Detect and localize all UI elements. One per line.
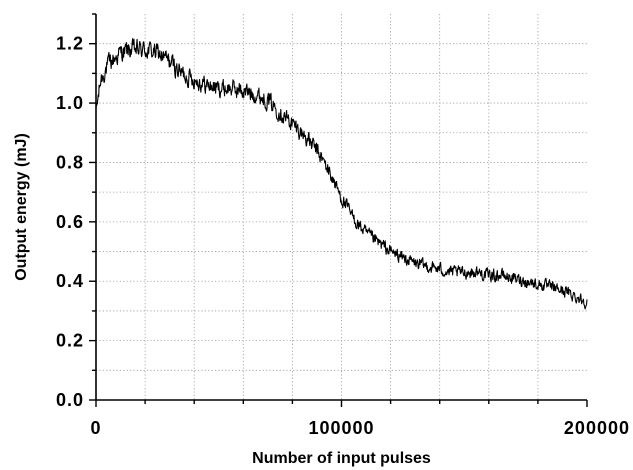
- axis-ticks: [89, 13, 588, 407]
- x-tick-label: 200000: [564, 418, 630, 438]
- y-tick-label: 0.8: [56, 152, 84, 172]
- series-layer: [95, 38, 588, 310]
- y-tick-label: 1.2: [56, 34, 84, 54]
- y-tick-label: 0.4: [56, 271, 84, 291]
- x-axis-title: Number of input pulses: [252, 450, 431, 467]
- x-tick-label: 100000: [308, 418, 374, 438]
- y-axis-title: Output energy (mJ): [13, 133, 30, 281]
- grid: [96, 14, 587, 400]
- y-tick-label: 1.0: [56, 93, 84, 113]
- y-tick-label: 0.2: [56, 331, 84, 351]
- tick-labels: 0.0 0.2 0.4 0.6 0.8 1.0 1.2 0 100000 200000: [56, 34, 630, 438]
- series-line: [95, 38, 588, 310]
- y-tick-label: 0.6: [56, 212, 84, 232]
- y-tick-label: 0.0: [56, 390, 84, 410]
- x-tick-label: 0: [90, 418, 101, 438]
